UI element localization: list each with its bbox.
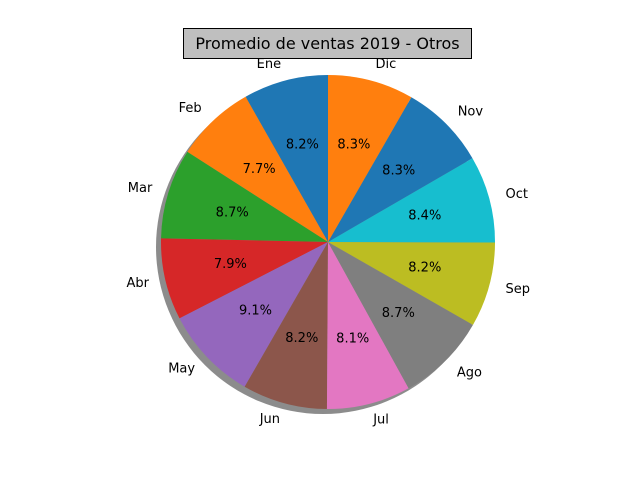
percent-label-jun: 8.2% bbox=[285, 331, 318, 346]
category-label-jun: Jun bbox=[259, 412, 280, 427]
category-label-dic: Dic bbox=[376, 57, 397, 72]
percent-label-may: 9.1% bbox=[239, 304, 272, 319]
percent-label-mar: 8.7% bbox=[216, 205, 249, 220]
pie-slice-may bbox=[179, 242, 328, 387]
percent-labels: 8.2% 7.7% 8.7% 7.9% 9.1% 8.2% 8.1% 8.7% 8.2% 8.4%… bbox=[214, 138, 441, 347]
pie-slice-ene bbox=[245, 75, 328, 242]
pie-slice-mar bbox=[161, 151, 328, 242]
pie-slice-ago bbox=[328, 242, 473, 389]
category-labels: Ene Feb Mar Abr May Jun Jul Ago Sep Oct Nov Dic bbox=[127, 57, 531, 428]
category-label-oct: Oct bbox=[506, 187, 528, 202]
percent-label-abr: 7.9% bbox=[214, 257, 247, 272]
category-label-jul: Jul bbox=[372, 413, 389, 428]
pie-slice-sep bbox=[328, 242, 495, 325]
category-label-may: May bbox=[168, 361, 195, 376]
category-label-mar: Mar bbox=[128, 181, 153, 196]
category-label-ago: Ago bbox=[457, 365, 482, 380]
pie-slice-oct bbox=[328, 158, 496, 243]
percent-label-jul: 8.1% bbox=[336, 332, 369, 347]
pie-slice-abr bbox=[160, 238, 328, 319]
category-label-abr: Abr bbox=[127, 276, 150, 291]
category-label-ene: Ene bbox=[257, 57, 281, 72]
pie-slice-nov bbox=[328, 97, 473, 242]
percent-label-dic: 8.3% bbox=[337, 138, 370, 153]
percent-label-ago: 8.7% bbox=[382, 306, 415, 321]
percent-label-sep: 8.2% bbox=[408, 260, 441, 275]
percent-label-nov: 8.3% bbox=[382, 164, 415, 179]
category-label-feb: Feb bbox=[179, 101, 202, 116]
pie-slice-jun bbox=[244, 242, 328, 409]
percent-label-feb: 7.7% bbox=[243, 162, 276, 177]
category-label-sep: Sep bbox=[506, 282, 531, 297]
pie-slice-dic bbox=[328, 75, 412, 242]
pie-slice-jul bbox=[326, 242, 409, 410]
pie-slice-feb bbox=[187, 96, 328, 242]
percent-label-ene: 8.2% bbox=[286, 138, 319, 153]
category-label-nov: Nov bbox=[458, 104, 484, 119]
chart-title: Promedio de ventas 2019 - Otros bbox=[183, 28, 472, 59]
pie-slices bbox=[160, 75, 496, 410]
percent-label-oct: 8.4% bbox=[408, 209, 441, 224]
